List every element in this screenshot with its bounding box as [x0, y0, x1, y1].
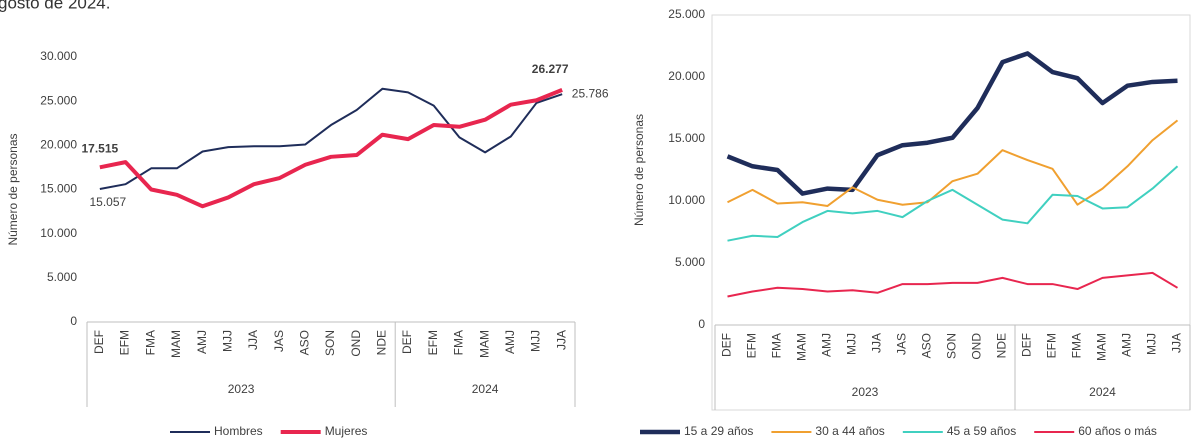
x-tick-label: AMJ	[195, 330, 209, 354]
y-tick-label: 0	[70, 314, 77, 328]
x-tick-label: JJA	[554, 330, 568, 350]
data-label: 17.515	[81, 141, 118, 155]
y-tick-label: 25.000	[668, 7, 705, 21]
legend-label: Hombres	[214, 424, 263, 438]
x-tick-label: FMA	[770, 333, 784, 358]
x-tick-label: JAS	[895, 333, 909, 355]
y-tick-label: 15.000	[668, 131, 705, 145]
legend-label: 45 a 59 años	[947, 424, 1016, 438]
x-tick-label: FMA	[1070, 333, 1084, 358]
legend-label: 15 a 29 años	[684, 424, 753, 438]
series-line	[727, 165, 1179, 242]
plot-frame	[711, 14, 1191, 411]
series-line	[99, 87, 563, 190]
x-tick-label: MAM	[1095, 333, 1109, 361]
x-tick-label: MAM	[477, 330, 491, 358]
y-tick-label: 20.000	[40, 138, 77, 152]
x-tick-label: FMA	[143, 330, 157, 355]
x-tick-label: MAM	[169, 330, 183, 358]
series-line	[726, 51, 1178, 196]
x-tick-label: AMJ	[503, 330, 517, 354]
x-group-label: 2023	[228, 382, 255, 396]
x-group-label: 2023	[852, 385, 879, 399]
x-tick-label: ASO	[920, 333, 934, 358]
x-tick-label: JJA	[1170, 333, 1184, 353]
y-tick-label: 30.000	[40, 49, 77, 63]
x-group-label: 2024	[472, 382, 499, 396]
legend-label: 60 años o más	[1078, 424, 1157, 438]
x-tick-label: MJJ	[845, 333, 859, 355]
x-tick-label: EFM	[118, 330, 132, 355]
y-tick-label: 10.000	[668, 193, 705, 207]
x-group-label: 2024	[1089, 385, 1116, 399]
y-axis-label: Número de personas	[632, 114, 646, 226]
x-tick-label: EFM	[1045, 333, 1059, 358]
x-tick-label: OND	[349, 330, 363, 357]
x-tick-label: NDE	[375, 330, 389, 355]
y-tick-label: 20.000	[668, 69, 705, 83]
x-tick-label: MJJ	[529, 330, 543, 352]
x-tick-label: JJA	[870, 333, 884, 353]
x-tick-label: AMJ	[820, 333, 834, 357]
x-tick-label: JJA	[246, 330, 260, 350]
y-tick-label: 0	[698, 317, 705, 331]
x-tick-label: OND	[970, 333, 984, 360]
y-tick-label: 10.000	[40, 226, 77, 240]
data-label: 15.057	[89, 195, 126, 209]
series-line	[99, 88, 563, 209]
legend-label: 30 a 44 años	[815, 424, 884, 438]
y-tick-label: 25.000	[40, 93, 77, 107]
data-label: 25.786	[572, 86, 609, 100]
series-line	[727, 119, 1179, 207]
y-axis-label: Número de personas	[6, 133, 20, 245]
data-label: 26.277	[532, 62, 569, 76]
x-tick-label: EFM	[426, 330, 440, 355]
x-tick-label: ASO	[297, 330, 311, 355]
x-tick-label: SON	[323, 330, 337, 356]
x-tick-label: JAS	[272, 330, 286, 352]
x-tick-label: DEF	[720, 333, 734, 357]
x-tick-label: DEF	[92, 330, 106, 354]
x-tick-label: EFM	[745, 333, 759, 358]
x-tick-label: MAM	[795, 333, 809, 361]
x-tick-label: DEF	[1020, 333, 1034, 357]
y-tick-label: 15.000	[40, 182, 77, 196]
x-tick-label: SON	[945, 333, 959, 359]
x-tick-label: AMJ	[1120, 333, 1134, 357]
x-tick-label: FMA	[452, 330, 466, 355]
legend-label: Mujeres	[325, 424, 368, 438]
y-tick-label: 5.000	[675, 255, 705, 269]
x-tick-label: DEF	[400, 330, 414, 354]
x-tick-label: MJJ	[220, 330, 234, 352]
x-tick-label: NDE	[995, 333, 1009, 358]
x-tick-label: MJJ	[1145, 333, 1159, 355]
caption: gosto de 2024.	[0, 0, 110, 12]
series-line	[727, 271, 1179, 298]
y-tick-label: 5.000	[47, 270, 77, 284]
